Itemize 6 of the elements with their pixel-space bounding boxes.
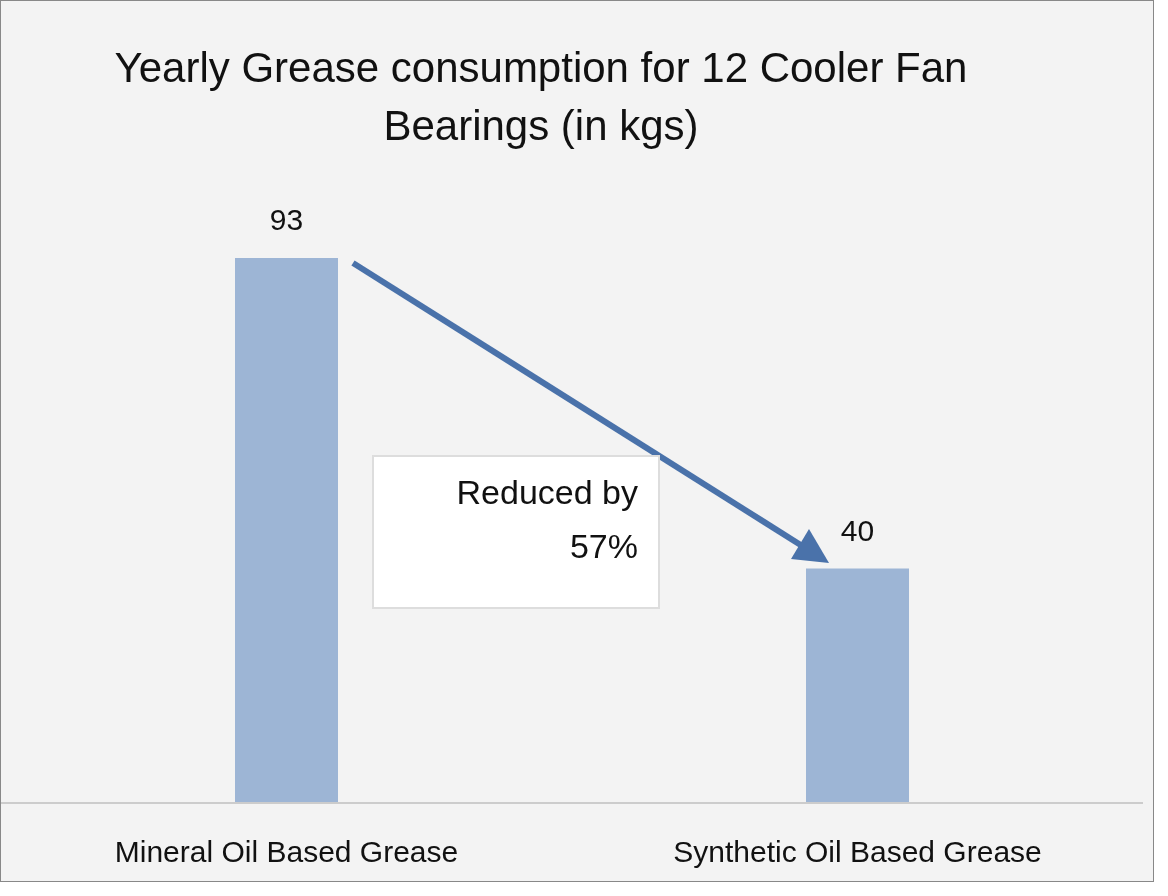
x-tick-label: Mineral Oil Based Grease xyxy=(114,835,459,869)
annotation: Reduced by 57% xyxy=(455,472,638,567)
data-label: 93 xyxy=(269,203,304,236)
data-label: 40 xyxy=(840,513,875,547)
x-tick-label: Synthetic Oil Based Grease xyxy=(673,835,1042,869)
chart-title: Yearly Grease consumption for 12 Cooler Fan Bearings (in kgs) xyxy=(113,43,969,151)
